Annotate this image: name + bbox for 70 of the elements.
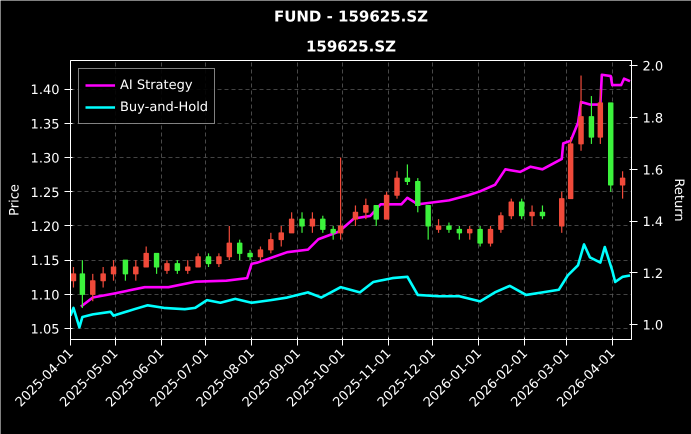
candlestick (425, 204, 431, 240)
candlestick (258, 246, 264, 261)
y2-axis-title: Return (671, 178, 686, 222)
candlestick (154, 252, 160, 274)
candlestick (143, 246, 149, 268)
candlestick (80, 260, 86, 309)
candlestick (236, 239, 242, 261)
candlestick (404, 164, 410, 186)
candlestick (174, 260, 180, 274)
candlestick (363, 198, 369, 220)
y2-tick-label: 1.6 (642, 163, 664, 178)
chart-subtitle: 159625.SZ (306, 38, 396, 56)
y-tick-label: 1.40 (30, 83, 60, 98)
legend-label: AI Strategy (120, 78, 193, 92)
y-tick-label: 1.25 (30, 186, 60, 201)
candlestick (206, 252, 212, 268)
y-tick-label: 1.05 (30, 322, 60, 338)
candlestick (330, 225, 336, 240)
candlestick (320, 215, 326, 234)
line-series (80, 73, 632, 308)
candlestick (247, 249, 253, 261)
candlestick (488, 225, 494, 248)
candlestick (226, 225, 232, 261)
candlestick (588, 95, 594, 145)
candlestick (338, 157, 344, 240)
y2-tick-label: 1.2 (642, 266, 664, 282)
candlestick (195, 252, 201, 268)
candlestick (299, 212, 305, 234)
candlestick (477, 225, 483, 248)
candlestick (456, 225, 462, 240)
candlestick (216, 252, 222, 268)
candlestick (310, 212, 316, 234)
candlestick (352, 204, 358, 227)
candlestick (374, 204, 379, 227)
candlestick (90, 273, 96, 302)
y-tick-label: 1.15 (30, 254, 60, 270)
y2-tick-label: 1.4 (642, 215, 664, 230)
legend-label: Buy-and-Hold (120, 100, 208, 114)
y2-tick-label: 1.8 (642, 111, 664, 126)
candlestick (185, 260, 190, 274)
candlestick (467, 225, 472, 240)
candlestick (268, 232, 274, 254)
candlestick (540, 204, 546, 220)
y2-tick-label: 2.0 (642, 60, 664, 75)
y2-tick-label: 1.0 (642, 318, 664, 334)
candlestick (384, 191, 390, 220)
y-tick-label: 1.35 (30, 117, 60, 132)
candlestick (122, 260, 128, 282)
candlestick (620, 170, 626, 200)
candlestick (508, 198, 514, 220)
y-tick-label: 1.20 (30, 220, 60, 235)
candlestick (518, 198, 524, 220)
candlestick (110, 260, 116, 282)
candlestick (446, 222, 452, 234)
candlestick (70, 266, 76, 288)
candlestick (288, 212, 294, 234)
y-tick-label: 1.10 (30, 288, 60, 304)
candlestick (529, 204, 535, 227)
candlestick (133, 260, 139, 282)
candlestick (278, 225, 284, 248)
candlestick (100, 266, 106, 288)
y-tick-label: 1.30 (30, 152, 60, 167)
candlestick (415, 178, 421, 213)
candlestick (164, 260, 170, 274)
line-series (70, 243, 632, 329)
candlestick (498, 212, 504, 234)
candlestick (436, 218, 442, 234)
candlestick (394, 170, 400, 200)
y-axis-title: Price (8, 184, 23, 216)
chart-title: FUND - 159625.SZ (274, 8, 428, 26)
